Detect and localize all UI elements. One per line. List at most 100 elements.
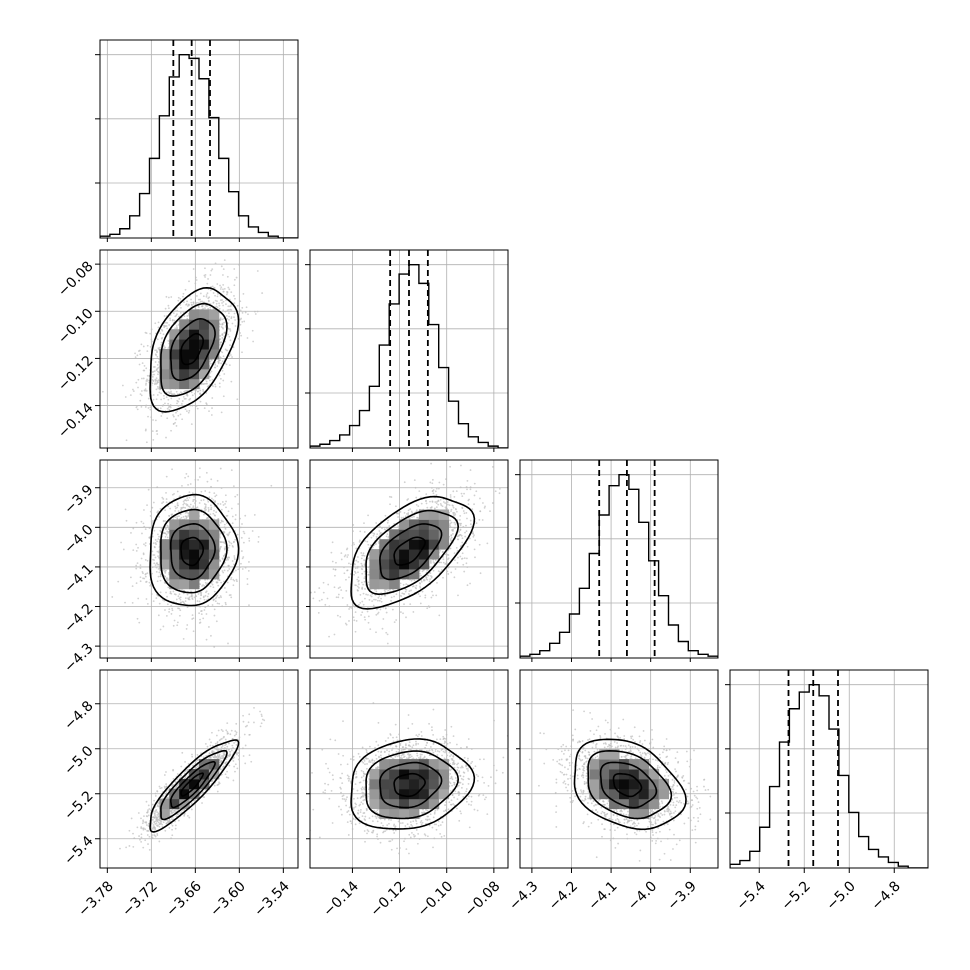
sample-point bbox=[140, 520, 143, 523]
sample-point bbox=[190, 298, 192, 301]
sample-point bbox=[172, 414, 174, 416]
sample-point bbox=[149, 345, 152, 348]
sample-point bbox=[213, 614, 216, 617]
x-tick-label: −5.0 bbox=[824, 878, 859, 913]
sample-point bbox=[143, 543, 145, 546]
sample-point bbox=[211, 604, 214, 606]
sample-point bbox=[155, 349, 158, 352]
y-tick-label: −4.0 bbox=[61, 522, 96, 557]
sample-point bbox=[178, 593, 181, 596]
sample-point bbox=[208, 379, 211, 382]
sample-point bbox=[198, 393, 201, 395]
sample-point bbox=[390, 599, 392, 602]
sample-point bbox=[146, 379, 149, 382]
sample-point bbox=[152, 398, 155, 401]
sample-point bbox=[157, 533, 159, 536]
sample-point bbox=[459, 529, 462, 531]
histogram-panel bbox=[100, 40, 298, 238]
sample-point bbox=[159, 628, 162, 631]
density-cell bbox=[208, 319, 220, 330]
sample-point bbox=[124, 396, 127, 398]
sample-point bbox=[147, 407, 150, 409]
sample-point bbox=[200, 383, 203, 386]
sample-point bbox=[152, 379, 155, 382]
sample-point bbox=[142, 369, 145, 372]
density-cell bbox=[199, 309, 210, 320]
sample-point bbox=[156, 386, 159, 388]
sample-point bbox=[330, 551, 333, 554]
sample-point bbox=[242, 292, 245, 295]
sample-point bbox=[150, 328, 153, 331]
sample-point bbox=[157, 326, 160, 329]
sample-point bbox=[163, 325, 166, 327]
sample-point bbox=[222, 571, 225, 574]
sample-point bbox=[153, 529, 156, 532]
sample-point bbox=[165, 475, 168, 478]
sample-point bbox=[183, 301, 185, 304]
sample-point bbox=[148, 527, 151, 529]
sample-point bbox=[172, 415, 175, 418]
sample-point bbox=[209, 274, 212, 276]
sample-point bbox=[179, 513, 182, 515]
sample-point bbox=[191, 618, 194, 620]
sample-point bbox=[195, 405, 198, 407]
sample-point bbox=[145, 332, 148, 335]
sample-point bbox=[197, 593, 200, 595]
sample-point bbox=[222, 309, 225, 312]
sample-point bbox=[173, 393, 176, 395]
density-cell bbox=[208, 568, 220, 580]
sample-point bbox=[179, 303, 182, 306]
sample-point bbox=[310, 591, 312, 594]
sample-point bbox=[188, 596, 191, 599]
sample-point bbox=[145, 390, 148, 392]
sample-point bbox=[221, 541, 224, 544]
y-tick-label: −4.2 bbox=[61, 601, 96, 636]
sample-point bbox=[251, 329, 254, 332]
density-cell bbox=[179, 559, 190, 570]
sample-point bbox=[145, 580, 148, 583]
sample-point bbox=[147, 488, 150, 491]
sample-point bbox=[200, 610, 202, 612]
density-cell bbox=[169, 378, 180, 390]
sample-point bbox=[206, 517, 209, 520]
sample-point bbox=[367, 621, 370, 624]
sample-point bbox=[390, 596, 393, 599]
sample-point bbox=[216, 283, 219, 285]
sample-point bbox=[187, 475, 190, 478]
sample-point bbox=[313, 591, 316, 594]
sample-point bbox=[140, 343, 143, 346]
sample-point bbox=[182, 506, 185, 509]
sample-point bbox=[211, 397, 214, 399]
sample-point bbox=[461, 541, 464, 544]
sample-point bbox=[234, 325, 237, 327]
sample-point bbox=[233, 316, 235, 319]
sample-point bbox=[206, 282, 209, 285]
sample-point bbox=[403, 603, 405, 606]
sample-point bbox=[159, 573, 162, 576]
sample-point bbox=[184, 476, 187, 479]
sample-point bbox=[367, 581, 370, 584]
histogram-panel bbox=[520, 460, 718, 658]
sample-point bbox=[225, 363, 228, 366]
sample-point bbox=[407, 512, 410, 514]
sample-point bbox=[350, 563, 352, 566]
sample-point bbox=[182, 515, 185, 518]
sample-point bbox=[184, 288, 187, 291]
sample-point bbox=[170, 393, 173, 396]
sample-point bbox=[117, 580, 120, 583]
sample-point bbox=[188, 280, 190, 283]
sample-point bbox=[462, 525, 465, 528]
sample-point bbox=[413, 515, 415, 518]
sample-point bbox=[166, 603, 169, 606]
sample-point bbox=[207, 506, 210, 509]
sample-point bbox=[215, 494, 218, 497]
density-cell bbox=[189, 349, 200, 360]
density-cell bbox=[159, 358, 170, 370]
sample-point bbox=[213, 509, 215, 512]
sample-point bbox=[199, 292, 202, 295]
sample-point bbox=[223, 569, 226, 572]
sample-point bbox=[225, 559, 228, 561]
sample-point bbox=[191, 303, 193, 306]
sample-point bbox=[158, 515, 161, 518]
sample-point bbox=[336, 614, 339, 617]
